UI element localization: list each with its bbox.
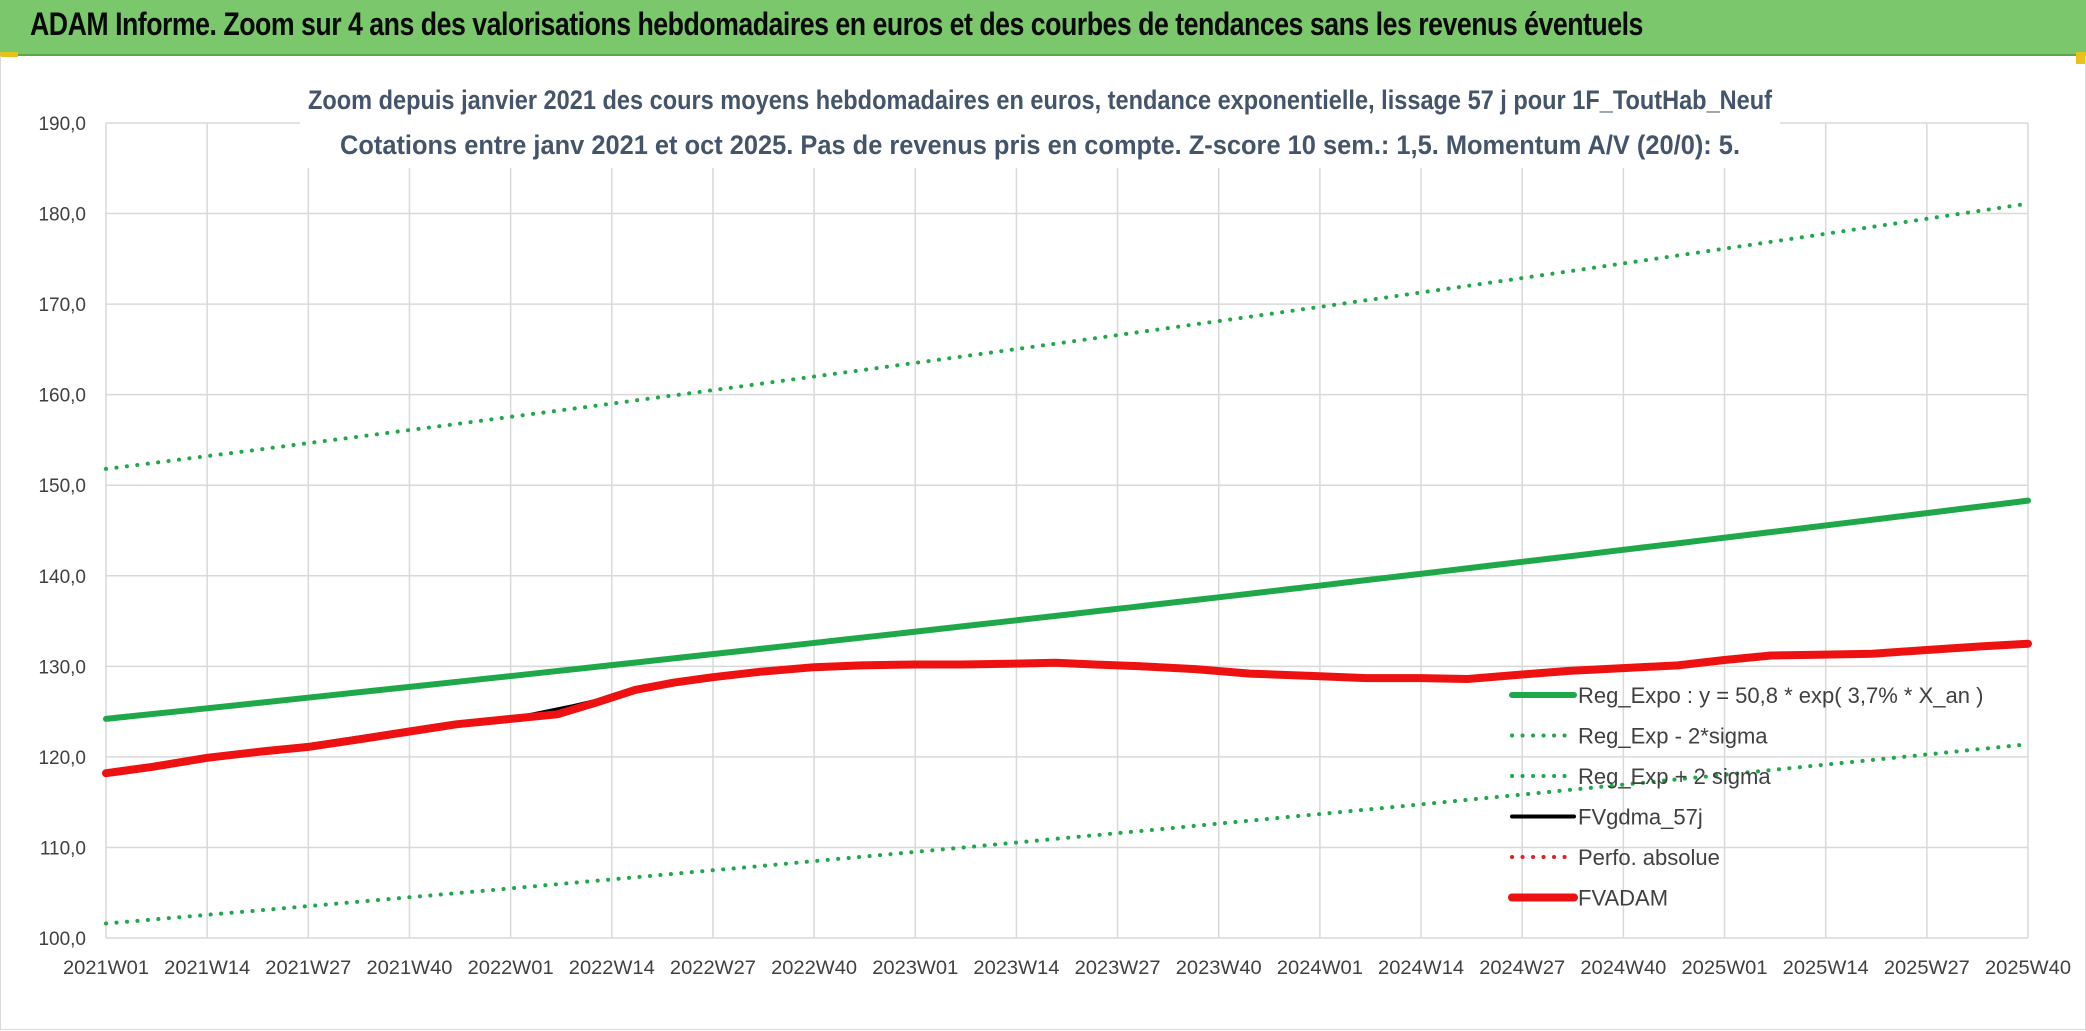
x-tick-label: 2024W14	[1378, 958, 1464, 979]
legend-label: Reg_Exp + 2 sigma	[1578, 764, 1771, 789]
y-tick-label: 130,0	[38, 657, 86, 678]
y-tick-label: 120,0	[38, 748, 86, 769]
x-tick-label: 2023W40	[1176, 958, 1262, 979]
banner-corner-right	[2076, 52, 2086, 64]
x-tick-label: 2021W27	[265, 958, 351, 979]
y-tick-label: 170,0	[38, 295, 86, 316]
x-tick-label: 2022W01	[468, 958, 554, 979]
y-tick-label: 110,0	[40, 838, 86, 859]
legend: Reg_Expo : y = 50,8 * exp( 3,7% * X_an )…	[1508, 683, 1983, 911]
series-group	[102, 201, 2032, 926]
x-tick-label: 2025W14	[1783, 958, 1869, 979]
legend-label: FVgdma_57j	[1578, 805, 1703, 830]
series-line-0	[103, 497, 2031, 722]
series-line-1	[104, 742, 2030, 926]
x-tick-label: 2025W27	[1884, 958, 1970, 979]
x-tick-label: 2024W27	[1479, 958, 1565, 979]
chart-title-line-1: Zoom depuis janvier 2021 des cours moyen…	[308, 85, 1773, 115]
legend-label: Reg_Expo : y = 50,8 * exp( 3,7% * X_an )	[1578, 683, 1983, 708]
x-tick-label: 2021W14	[164, 958, 250, 979]
x-tick-label: 2022W40	[771, 958, 857, 979]
y-tick-label: 190,0	[38, 114, 86, 135]
report-banner: ADAM Informe. Zoom sur 4 ans des valoris…	[0, 0, 2086, 56]
x-tick-label: 2024W01	[1277, 958, 1363, 979]
x-tick-label: 2025W01	[1682, 958, 1768, 979]
y-axis-ticks: 100,0 110,0 120,0 130,0 140,0 150,0 160,0 170,0…	[38, 114, 86, 950]
x-tick-label: 2024W40	[1580, 958, 1666, 979]
x-tick-label: 2022W27	[670, 958, 756, 979]
y-tick-label: 160,0	[38, 386, 86, 407]
banner-corner-left	[0, 52, 18, 57]
x-tick-label: 2022W14	[569, 958, 655, 979]
x-tick-label: 2021W01	[63, 958, 149, 979]
y-tick-label: 140,0	[38, 567, 86, 588]
x-tick-label: 2025W40	[1985, 958, 2071, 979]
x-tick-label: 2021W40	[366, 958, 452, 979]
x-tick-label: 2023W01	[872, 958, 958, 979]
series-line-2	[104, 201, 2030, 471]
legend-label: FVADAM	[1578, 886, 1668, 911]
y-tick-label: 100,0	[38, 929, 86, 950]
y-tick-label: 180,0	[38, 205, 86, 226]
y-tick-label: 150,0	[38, 476, 86, 497]
x-tick-label: 2023W14	[973, 958, 1059, 979]
chart-title-background	[300, 80, 1780, 168]
legend-label: Perfo. absolue	[1578, 845, 1720, 870]
legend-label: Reg_Exp - 2*sigma	[1578, 724, 1768, 749]
x-axis-ticks: 2021W01 2021W14 2021W27 2021W40 2022W01 2022W…	[63, 958, 2071, 979]
report-title: ADAM Informe. Zoom sur 4 ans des valoris…	[30, 6, 1643, 42]
chart-title-line-2: Cotations entre janv 2021 et oct 2025. P…	[340, 130, 1740, 160]
series-line-5	[102, 639, 2032, 778]
x-tick-label: 2023W27	[1075, 958, 1161, 979]
